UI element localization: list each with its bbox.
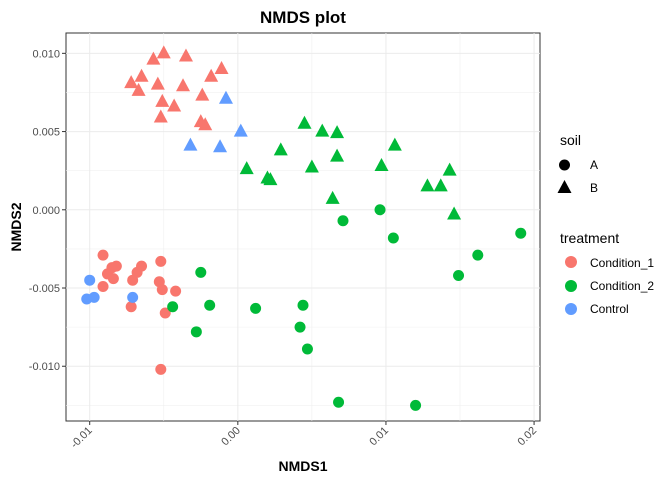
point-condition1-b <box>134 68 149 82</box>
point-control-a <box>84 274 96 286</box>
point-condition1-a <box>159 307 171 319</box>
point-condition1-b <box>167 98 182 112</box>
grid-major <box>66 33 540 421</box>
legend-soil-b-triangle <box>557 180 572 193</box>
point-condition1-b <box>156 45 171 59</box>
point-condition1-a <box>156 284 168 296</box>
legend-soil-b-label: B <box>590 181 598 195</box>
point-condition1-b <box>178 48 193 62</box>
point-condition2-a <box>204 299 216 311</box>
point-condition2-a <box>333 396 345 408</box>
legend-condition2-label: Condition_2 <box>590 279 654 293</box>
point-condition2-a <box>294 321 306 333</box>
point-condition2-a <box>297 299 309 311</box>
plot-panel <box>65 32 541 422</box>
point-condition1-a <box>107 273 119 285</box>
point-condition1-b <box>214 60 229 74</box>
legend-treatment-title: treatment <box>560 230 619 246</box>
point-condition1-b <box>124 75 139 89</box>
point-condition2-b <box>420 178 435 192</box>
point-condition2-a <box>195 266 207 278</box>
point-condition2-b <box>297 115 312 129</box>
legend-soil-title: soil <box>560 132 581 148</box>
point-condition2-b <box>325 190 340 204</box>
point-condition1-a <box>97 280 109 292</box>
x-tick-label: 0.01 <box>367 425 391 449</box>
point-condition2-a <box>337 215 349 227</box>
legend-soil-a-label: A <box>590 158 598 172</box>
point-condition2-b <box>263 172 278 186</box>
point-condition2-b <box>304 159 319 173</box>
point-condition2-a <box>453 270 465 281</box>
point-condition1-b <box>153 109 168 123</box>
point-control-a <box>127 291 139 303</box>
point-condition1-b <box>193 114 208 128</box>
legend: soil A B treatment Condition_1 Condition… <box>557 132 654 316</box>
point-condition1-b <box>176 78 191 92</box>
point-control-b <box>183 137 198 151</box>
chart-title: NMDS plot <box>260 8 346 27</box>
point-condition1-b <box>195 87 210 101</box>
point-condition2-b <box>374 157 389 171</box>
legend-control-swatch <box>565 303 577 315</box>
point-condition1-b <box>146 51 161 65</box>
point-condition2-b <box>447 206 462 220</box>
point-condition1-b <box>150 76 165 90</box>
point-condition2-a <box>387 232 399 244</box>
point-control-b <box>213 139 228 153</box>
point-condition2-a <box>410 399 422 411</box>
legend-condition2-swatch <box>565 280 577 292</box>
point-condition1-a <box>97 249 109 261</box>
points-layer <box>81 45 527 411</box>
point-condition2-b <box>433 178 448 192</box>
point-condition1-a <box>170 285 182 297</box>
point-condition1-b <box>204 68 219 82</box>
point-condition1-a <box>155 363 167 375</box>
point-control-b <box>233 123 248 137</box>
point-condition1-a <box>155 255 167 267</box>
point-condition2-a <box>515 227 527 239</box>
y-tick-label: -0.010 <box>29 361 60 373</box>
legend-soil-a-circle <box>559 159 570 171</box>
point-condition2-b <box>442 162 457 176</box>
point-condition1-a <box>125 301 137 313</box>
point-condition1-b <box>155 93 170 107</box>
y-axis-title: NMDS2 <box>8 202 24 251</box>
x-tick-label: 0.00 <box>219 425 243 449</box>
legend-condition1-label: Condition_1 <box>590 256 654 270</box>
point-condition2-a <box>301 343 313 355</box>
x-axis-title: NMDS1 <box>278 458 327 474</box>
x-tick-label: -0.01 <box>69 425 95 451</box>
point-condition2-a <box>472 249 484 261</box>
y-tick-label: -0.005 <box>29 283 60 295</box>
y-tick-label: 0.005 <box>32 127 60 139</box>
y-tick-label: 0.010 <box>32 48 60 60</box>
point-condition2-b <box>239 161 254 175</box>
point-condition2-b <box>315 123 330 137</box>
point-condition2-a <box>250 302 262 314</box>
plot-border <box>65 32 541 422</box>
legend-control-label: Control <box>590 302 629 316</box>
point-condition1-b <box>131 82 146 96</box>
point-control-b <box>218 90 233 104</box>
point-condition2-b <box>273 142 288 156</box>
point-control-a <box>88 291 100 303</box>
point-condition2-a <box>374 204 386 216</box>
point-condition2-b <box>330 148 345 162</box>
point-condition2-a <box>190 326 202 338</box>
point-condition1-a <box>110 260 122 272</box>
x-tick-label: 0.02 <box>516 425 540 449</box>
point-condition1-a <box>136 260 148 272</box>
y-tick-label: 0.000 <box>32 205 60 217</box>
legend-condition1-swatch <box>565 256 577 268</box>
point-condition2-a <box>167 301 179 313</box>
point-condition2-b <box>387 137 402 151</box>
point-condition2-b <box>330 125 345 139</box>
